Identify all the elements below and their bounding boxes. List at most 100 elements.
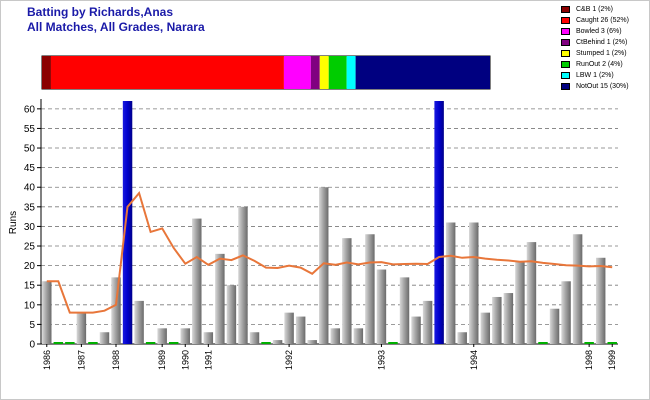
y-tick-label: 20 xyxy=(24,261,36,272)
dismissal-segment-ctbehind xyxy=(310,56,320,89)
zero-score-marker xyxy=(261,342,271,344)
x-tick-label: 1990 xyxy=(180,350,190,370)
dismissal-segment-runout xyxy=(328,56,347,89)
innings-bar xyxy=(365,234,375,344)
x-tick-label: 1998 xyxy=(584,350,594,370)
legend-item-ctbehind: CtBehind 1 (2%) xyxy=(561,37,629,48)
legend-item-stumped: Stumped 1 (2%) xyxy=(561,48,629,59)
dismissal-segment-stumped xyxy=(319,56,329,89)
innings-bar xyxy=(226,285,237,344)
innings-bar xyxy=(238,206,248,344)
legend-item-runout: RunOut 2 (4%) xyxy=(561,59,629,70)
x-tick-label: 1987 xyxy=(76,350,86,370)
zero-score-marker xyxy=(88,342,98,344)
y-tick-label: 25 xyxy=(24,242,36,253)
innings-bar xyxy=(192,218,202,344)
dismissal-segment-caught xyxy=(50,56,284,89)
innings-bar xyxy=(203,332,214,344)
y-tick-label: 5 xyxy=(29,320,35,331)
highlight-bar xyxy=(122,101,133,344)
legend-label: LBW 1 (2%) xyxy=(576,72,614,79)
legend-item-cnb: C&B 1 (2%) xyxy=(561,4,629,15)
x-tick-label: 1986 xyxy=(42,350,52,370)
x-tick-label: 1993 xyxy=(376,350,386,370)
zero-score-marker xyxy=(607,342,617,344)
innings-bar xyxy=(249,332,260,344)
legend-label: Stumped 1 (2%) xyxy=(576,50,627,57)
legend-item-bowled: Bowled 3 (6%) xyxy=(561,26,629,37)
innings-bar xyxy=(422,300,433,344)
legend-swatch xyxy=(561,61,570,68)
legend-label: NotOut 15 (30%) xyxy=(576,83,629,90)
legend-swatch xyxy=(561,39,570,46)
y-tick-label: 45 xyxy=(24,163,36,174)
chart-title: Batting by Richards,Anas xyxy=(27,5,174,19)
y-tick-label: 15 xyxy=(24,281,36,292)
legend-label: Caught 26 (52%) xyxy=(576,17,629,24)
legend-swatch xyxy=(561,28,570,35)
innings-bar xyxy=(215,253,225,344)
y-tick-label: 55 xyxy=(24,124,36,135)
legend-swatch xyxy=(561,72,570,79)
innings-bar xyxy=(307,340,317,344)
legend-label: CtBehind 1 (2%) xyxy=(576,39,628,46)
legend-swatch xyxy=(561,17,570,24)
innings-bar xyxy=(376,269,387,344)
y-tick-label: 0 xyxy=(29,340,35,351)
chart-subtitle: All Matches, All Grades, Narara xyxy=(27,20,205,34)
innings-bar xyxy=(353,328,364,344)
legend-label: Bowled 3 (6%) xyxy=(576,28,622,35)
legend-swatch xyxy=(561,6,570,13)
legend-item-caught: Caught 26 (52%) xyxy=(561,15,629,26)
x-tick-label: 1988 xyxy=(111,350,121,370)
y-tick-label: 50 xyxy=(24,144,36,155)
dismissal-segment-notout xyxy=(355,56,490,89)
innings-bar xyxy=(561,281,571,344)
zero-score-marker xyxy=(145,342,156,344)
innings-bar xyxy=(99,332,110,344)
legend: C&B 1 (2%) Caught 26 (52%) Bowled 3 (6%)… xyxy=(561,4,629,92)
innings-bar xyxy=(180,328,190,344)
innings-bar xyxy=(330,328,341,344)
innings-bar xyxy=(272,340,283,344)
dismissal-segment-cb xyxy=(42,56,51,89)
zero-score-marker xyxy=(388,342,398,344)
zero-score-marker xyxy=(168,342,179,344)
innings-bar xyxy=(549,308,560,344)
innings-bar xyxy=(503,293,514,344)
highlight-bar xyxy=(434,101,444,344)
x-tick-label: 1994 xyxy=(469,350,479,370)
x-tick-label: 1989 xyxy=(157,350,167,370)
innings-bar xyxy=(399,277,410,344)
innings-bar xyxy=(572,234,583,344)
innings-bar xyxy=(469,222,479,344)
y-tick-label: 30 xyxy=(24,222,36,233)
x-tick-label: 1992 xyxy=(284,350,294,370)
innings-bar xyxy=(157,328,167,344)
innings-bar xyxy=(76,312,87,344)
innings-bar xyxy=(480,312,491,344)
y-axis-label: Runs xyxy=(8,211,19,234)
innings-bar xyxy=(445,222,456,344)
running-average-line xyxy=(46,191,613,314)
dismissal-segment-lbw xyxy=(346,56,356,89)
innings-bar xyxy=(42,281,52,344)
innings-bar xyxy=(411,316,421,344)
legend-item-notout: NotOut 15 (30%) xyxy=(561,81,629,92)
dismissal-segment-bowled xyxy=(283,56,311,89)
innings-bar xyxy=(284,312,294,344)
legend-label: C&B 1 (2%) xyxy=(576,6,613,13)
y-tick-label: 60 xyxy=(24,104,36,115)
legend-swatch xyxy=(561,50,570,57)
innings-bar xyxy=(526,242,537,344)
innings-bar xyxy=(595,257,606,344)
x-tick-label: 1999 xyxy=(607,350,617,370)
legend-label: RunOut 2 (4%) xyxy=(576,61,623,68)
innings-bar xyxy=(111,277,121,344)
y-tick-label: 40 xyxy=(24,183,36,194)
innings-bar xyxy=(457,332,467,344)
x-tick-label: 1991 xyxy=(203,350,213,370)
legend-swatch xyxy=(561,83,570,90)
legend-item-lbw: LBW 1 (2%) xyxy=(561,70,629,81)
